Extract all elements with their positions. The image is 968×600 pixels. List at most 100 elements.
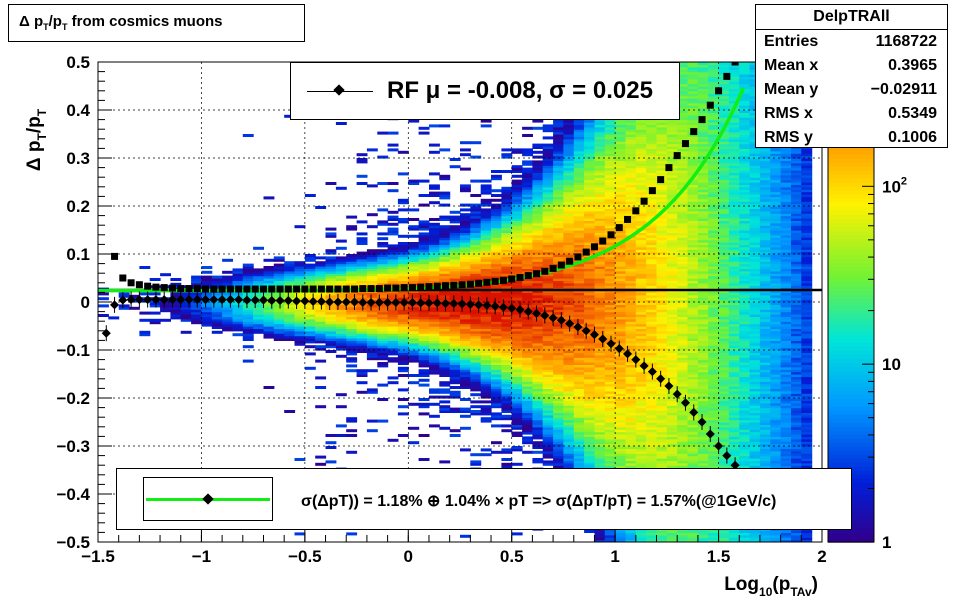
heatmap-cell (666, 376, 678, 380)
heatmap-cell (594, 359, 606, 363)
heatmap-cell (418, 237, 430, 241)
heatmap-cell (491, 232, 502, 236)
heatmap-cell (615, 426, 626, 430)
heatmap-cell (677, 446, 689, 449)
heatmap-cell (501, 393, 513, 397)
heatmap-cell (563, 160, 575, 164)
heatmap-cell (584, 436, 595, 440)
heatmap-cell (532, 364, 544, 368)
heatmap-cell (335, 311, 347, 315)
heatmap-cell (677, 179, 689, 183)
heatmap-cell (563, 246, 575, 250)
heatmap-cell (625, 446, 637, 449)
heatmap-cell (501, 196, 513, 200)
heatmap-cell (553, 297, 564, 301)
heatmap-cell (635, 160, 647, 164)
heatmap-cell (615, 378, 626, 382)
heatmap-cell (460, 266, 471, 269)
heatmap-cell (304, 282, 316, 286)
heatmap-cell (615, 446, 626, 449)
heatmap-cell (356, 256, 368, 260)
heatmap-cell (377, 249, 389, 253)
heatmap-cell (584, 357, 595, 361)
heatmap-cell (646, 398, 658, 401)
heatmap-cell (542, 434, 554, 437)
heatmap-cell (387, 359, 399, 363)
heatmap-cell (542, 194, 554, 197)
heatmap-cell (553, 323, 564, 327)
heatmap-cell (677, 170, 689, 173)
heatmap-cell (573, 268, 585, 272)
heatmap-cell (480, 318, 492, 322)
heatmap-cell (666, 227, 678, 231)
heatmap-cell (284, 335, 296, 339)
heatmap-cell (501, 153, 513, 157)
heatmap-cell (542, 234, 554, 238)
heatmap-cell (666, 246, 678, 250)
heatmap-cell (356, 371, 368, 375)
heatmap-cell (646, 374, 658, 377)
heatmap-cell (687, 450, 699, 454)
heatmap-cell (522, 258, 533, 262)
heatmap-cell (501, 364, 513, 368)
heatmap-cell (408, 218, 420, 221)
heatmap-cell (335, 309, 347, 313)
heatmap-cell (511, 431, 523, 435)
heatmap-cell (604, 182, 616, 185)
heatmap-cell (532, 225, 544, 229)
heatmap-cell (615, 424, 626, 428)
heatmap-cell (460, 244, 471, 248)
heatmap-cell (635, 148, 647, 152)
heatmap-cell (460, 304, 471, 308)
heatmap-cell (325, 270, 337, 274)
heatmap-cell (522, 148, 533, 152)
heatmap-cell (584, 141, 595, 145)
heatmap-cell (635, 294, 647, 298)
heatmap-cell (491, 177, 502, 181)
heatmap-cell (460, 414, 471, 418)
heatmap-cell (222, 294, 233, 298)
heatmap-cell (418, 273, 430, 277)
heatmap-cell (687, 455, 699, 459)
heatmap-cell (356, 174, 368, 178)
heatmap-cell (480, 323, 492, 327)
heatmap-cell (553, 203, 564, 207)
heatmap-cell (677, 345, 689, 349)
heatmap-cell (594, 165, 606, 169)
heatmap-cell (501, 352, 513, 356)
heatmap-cell (470, 141, 482, 145)
heatmap-cell (553, 143, 564, 147)
heatmap-cell (687, 350, 699, 353)
heatmap-cell (646, 422, 658, 425)
heatmap-cell (460, 246, 471, 250)
heatmap-cell (304, 311, 316, 315)
heatmap-cell (584, 429, 595, 433)
heatmap-cell (470, 362, 482, 365)
heatmap-cell (604, 443, 616, 447)
heatmap-cell (501, 294, 513, 298)
heatmap-cell (656, 438, 668, 442)
heatmap-cell (615, 455, 626, 459)
heatmap-cell (501, 400, 513, 404)
heatmap-cell (222, 328, 233, 332)
heatmap-cell (656, 357, 668, 361)
heatmap-cell (646, 302, 658, 305)
heatmap-cell (397, 354, 409, 358)
heatmap-cell (594, 446, 606, 449)
heatmap-cell (542, 431, 554, 435)
heatmap-cell (439, 306, 451, 310)
heatmap-cell (480, 292, 492, 296)
heatmap-cell (666, 184, 678, 188)
heatmap-cell (532, 350, 544, 353)
heatmap-cell (615, 170, 626, 173)
heatmap-cell (604, 532, 616, 536)
heatmap-cell (480, 297, 492, 301)
heatmap-cell (666, 321, 678, 325)
heatmap-cell (460, 426, 471, 430)
heatmap-cell (532, 374, 544, 377)
heatmap-cell (584, 309, 595, 313)
heatmap-cell (604, 126, 616, 130)
heatmap-cell (532, 422, 544, 425)
heatmap-cell (98, 292, 109, 296)
heatmap-cell (377, 357, 389, 361)
